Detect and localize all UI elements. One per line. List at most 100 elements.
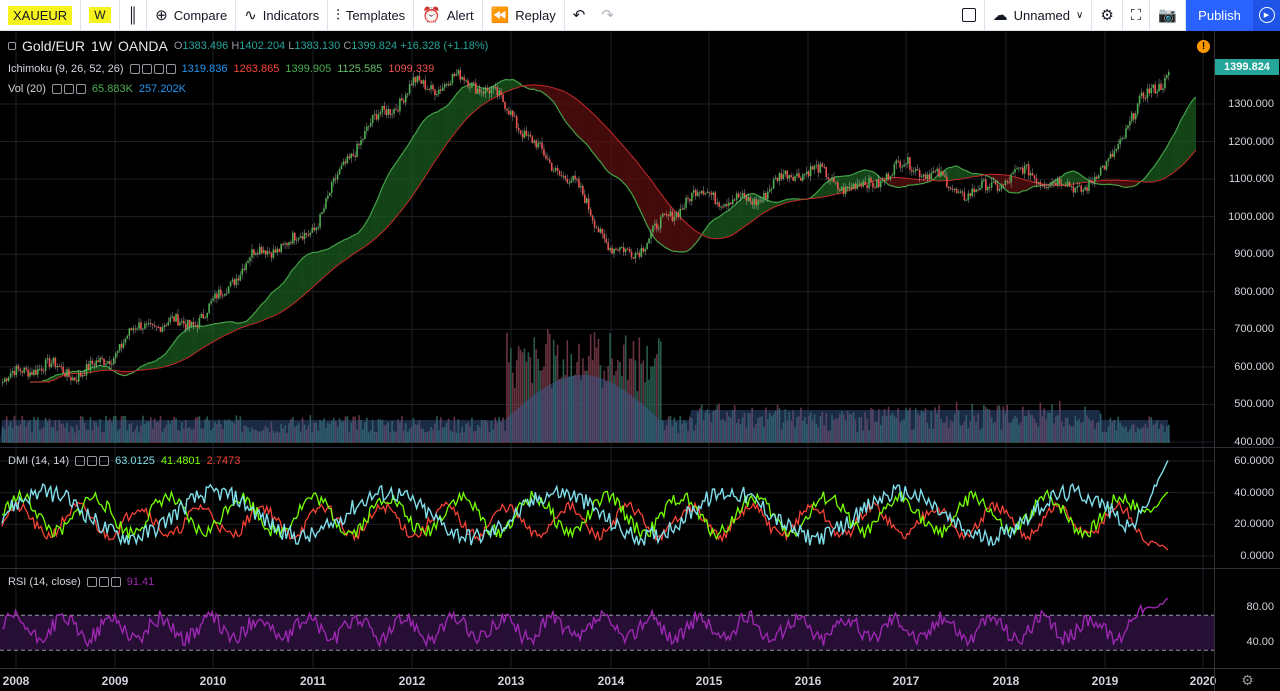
pane-separator[interactable] bbox=[0, 447, 1280, 448]
candle-body bbox=[282, 243, 284, 245]
publish-button[interactable]: Publish bbox=[1186, 0, 1253, 31]
chart-type-button[interactable]: ║ bbox=[120, 0, 148, 31]
ichimoku-cloud-segment bbox=[740, 197, 743, 230]
ichimoku-cloud-segment bbox=[181, 331, 184, 361]
pane-separator[interactable] bbox=[0, 568, 1280, 569]
year-tick-label: 2012 bbox=[398, 674, 426, 688]
candle-body bbox=[737, 193, 740, 198]
time-axis[interactable]: 2008 2009 2010 2011 2012 2013 2014 2015 2016 2017… bbox=[0, 668, 1216, 691]
year-tick-label: 2013 bbox=[497, 674, 525, 688]
camera-icon: 📷 bbox=[1158, 7, 1177, 24]
indicators-button[interactable]: ∿ Indicators bbox=[236, 0, 329, 31]
candle-body bbox=[587, 198, 590, 210]
redo-button[interactable]: ↷ bbox=[593, 0, 622, 31]
candle-body bbox=[1129, 121, 1131, 126]
replay-button[interactable]: ⏪ Replay bbox=[483, 0, 565, 31]
volume-bar bbox=[249, 431, 251, 443]
dmi-legend[interactable]: DMI (14, 14) 63.0125 41.4801 2.7473 bbox=[8, 455, 240, 467]
alert-button[interactable]: ⏰ Alert bbox=[414, 0, 483, 31]
candle-body bbox=[846, 186, 849, 189]
candle-body bbox=[132, 328, 135, 331]
ichimoku-cloud-segment bbox=[1081, 175, 1084, 183]
volume-bar bbox=[62, 423, 64, 443]
indicator-controls-icon[interactable] bbox=[129, 64, 176, 74]
settings-button[interactable]: ⚙ bbox=[1092, 0, 1123, 31]
volume-bar bbox=[500, 422, 502, 443]
publish-menu-button[interactable]: ▶ bbox=[1253, 0, 1280, 31]
volume-bar bbox=[68, 432, 70, 443]
ichimoku-cloud-segment bbox=[588, 109, 591, 150]
candle-body bbox=[200, 313, 203, 318]
candle-body bbox=[352, 153, 354, 156]
volume-bar bbox=[488, 432, 491, 443]
volume-bar bbox=[718, 403, 720, 443]
interval-label[interactable]: W bbox=[89, 7, 111, 23]
symbol-title[interactable]: Gold/EUR bbox=[22, 38, 86, 54]
candle-body bbox=[323, 208, 325, 212]
templates-button[interactable]: ⫶ Templates bbox=[328, 0, 415, 31]
candle-body bbox=[1090, 180, 1092, 182]
candle-body bbox=[646, 243, 648, 249]
rsi-legend[interactable]: RSI (14, close) 91.41 bbox=[8, 576, 154, 588]
ichimoku-cloud-segment bbox=[1110, 180, 1113, 185]
ichimoku-cloud-segment bbox=[1030, 181, 1033, 189]
volume-bar bbox=[759, 416, 761, 443]
candle-body bbox=[881, 180, 884, 182]
volume-legend[interactable]: Vol (20) 65.883K 257.202K bbox=[8, 83, 186, 95]
candle-body bbox=[381, 105, 384, 113]
expand-icon: ⛶ bbox=[1130, 6, 1142, 24]
candle-body bbox=[379, 112, 382, 115]
rsi-pane[interactable] bbox=[0, 569, 1214, 668]
ichimoku-cloud-segment bbox=[292, 267, 295, 305]
volume-bar bbox=[292, 417, 294, 443]
ichimoku-cloud-segment bbox=[748, 194, 751, 224]
candle-body bbox=[724, 204, 726, 207]
volume-bar bbox=[951, 421, 954, 443]
volume-bar bbox=[1080, 422, 1083, 443]
candle-body bbox=[29, 372, 31, 377]
dmi-pane[interactable] bbox=[0, 448, 1214, 568]
candle-body bbox=[965, 199, 968, 201]
indicator-controls-icon[interactable] bbox=[86, 577, 121, 587]
rsi-axis[interactable]: 80.00 40.00 bbox=[1214, 569, 1280, 668]
warning-icon[interactable]: ! bbox=[1197, 40, 1210, 53]
symbol-search[interactable]: XAUEUR bbox=[0, 0, 82, 31]
volume-bar bbox=[74, 432, 76, 443]
compare-button[interactable]: ⊕ Compare bbox=[147, 0, 237, 31]
snapshot-button[interactable]: 📷 bbox=[1150, 0, 1186, 31]
volume-bar bbox=[27, 421, 29, 443]
candle-body bbox=[447, 84, 450, 86]
volume-bar bbox=[652, 366, 654, 443]
indicator-controls-icon[interactable] bbox=[51, 84, 86, 94]
ichimoku-cloud-segment bbox=[321, 250, 324, 279]
ichimoku-cloud-segment bbox=[1063, 173, 1066, 186]
symbol-label[interactable]: XAUEUR bbox=[8, 5, 73, 25]
volume-bar bbox=[402, 430, 405, 443]
interval-selector[interactable]: W bbox=[81, 0, 120, 31]
candle-body bbox=[463, 77, 465, 81]
price-axis[interactable]: 1300.000 1200.000 1100.000 1000.000 900.000 8… bbox=[1214, 31, 1280, 448]
layout-menu[interactable]: ☁ Unnamed ∨ bbox=[985, 0, 1093, 31]
ichimoku-conversion: 1319.836 bbox=[181, 63, 228, 75]
candle-body bbox=[545, 155, 547, 159]
dmi-axis[interactable]: 60.0000 40.0000 20.0000 0.0000 bbox=[1214, 448, 1280, 568]
volume-bar bbox=[689, 416, 691, 443]
collapse-icon[interactable] bbox=[8, 42, 16, 50]
ichimoku-legend[interactable]: Ichimoku (9, 26, 52, 26) 1319.836 1263.8… bbox=[8, 63, 434, 75]
main-chart-pane[interactable] bbox=[0, 31, 1214, 447]
volume-bar bbox=[1152, 424, 1155, 443]
volume-bar bbox=[11, 428, 14, 443]
volume-bar bbox=[233, 423, 236, 443]
candle-body bbox=[735, 193, 738, 200]
chart-settings-button[interactable]: ⚙ bbox=[1214, 668, 1280, 691]
fullscreen-layout-button[interactable] bbox=[954, 0, 985, 31]
fullscreen-button[interactable]: ⛶ bbox=[1123, 0, 1151, 31]
candle-body bbox=[909, 157, 911, 170]
ichimoku-cloud-segment bbox=[919, 179, 922, 184]
undo-button[interactable]: ↶ bbox=[565, 0, 594, 31]
ichimoku-cloud-segment bbox=[452, 97, 455, 137]
ichimoku-cloud-segment bbox=[183, 329, 186, 360]
ichimoku-cloud-segment bbox=[179, 333, 182, 362]
volume-bar bbox=[313, 422, 316, 443]
indicator-controls-icon[interactable] bbox=[75, 456, 110, 466]
